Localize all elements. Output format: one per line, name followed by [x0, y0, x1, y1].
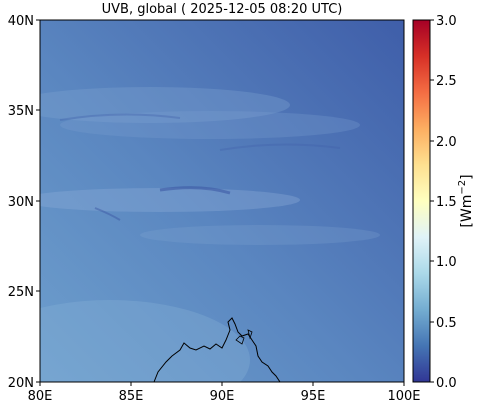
colorbar-tick-label: 0.5 — [436, 316, 457, 331]
colorbar-gradient — [412, 19, 431, 383]
x-tick-label: 80E — [28, 389, 53, 404]
x-tick-label: 85E — [119, 389, 144, 404]
colorbar-tick-label: 1.0 — [436, 255, 457, 270]
x-tick-label: 95E — [301, 389, 326, 404]
x-axis: 80E 85E 90E 95E 100E — [28, 382, 421, 404]
colorbar-tick-label: 0.0 — [436, 376, 457, 391]
y-tick-label: 40N — [8, 14, 34, 29]
y-tick-label: 35N — [8, 104, 34, 119]
colorbar: 3.0 2.5 2.0 1.5 1.0 0.5 0.0 [Wm−2] — [412, 14, 475, 391]
colorbar-label: [Wm−2] — [457, 174, 475, 227]
map-title: UVB, global ( 2025-12-05 08:20 UTC) — [101, 2, 343, 17]
y-axis: 40N 35N 30N 25N 20N — [8, 14, 40, 391]
y-tick-label: 30N — [8, 195, 34, 210]
colorbar-tick-label: 3.0 — [436, 14, 457, 29]
colorbar-tick-label: 2.0 — [436, 135, 457, 150]
x-tick-label: 100E — [387, 389, 420, 404]
y-tick-label: 25N — [8, 285, 34, 300]
colorbar-tick-label: 2.5 — [436, 74, 457, 89]
x-tick-label: 90E — [210, 389, 235, 404]
uvb-field — [40, 20, 404, 382]
colorbar-tick-label: 1.5 — [436, 195, 457, 210]
coastline — [153, 317, 281, 382]
y-tick-label: 20N — [8, 376, 34, 391]
